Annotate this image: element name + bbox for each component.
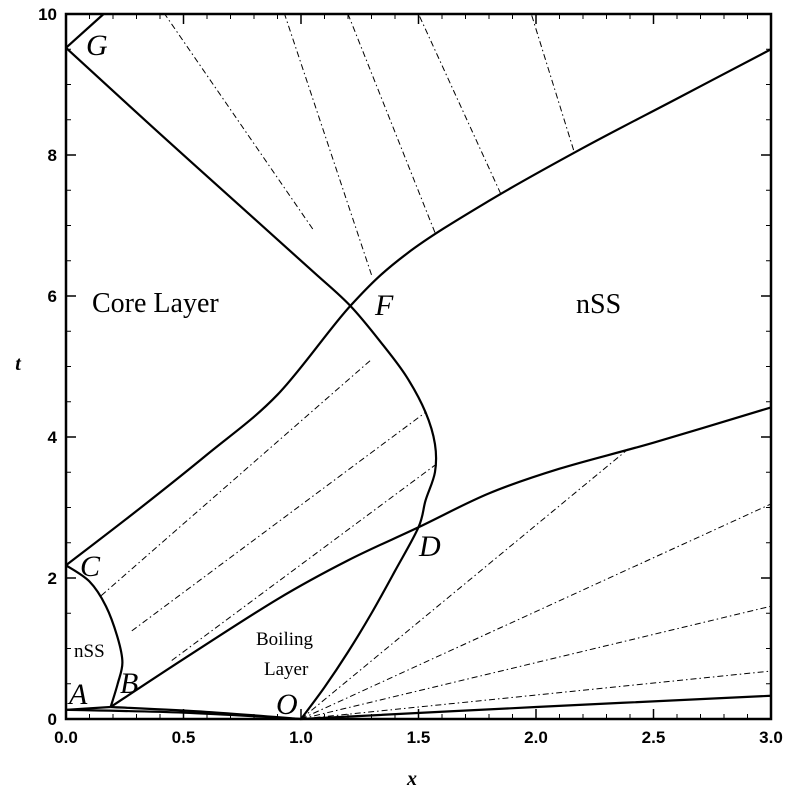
x-axis-label: x [406,768,417,790]
curve-G-top [65,13,105,49]
x-tick-label: 2.0 [524,728,548,747]
axis-ticks: 0.0 0.5 1.0 1.5 2.0 2.5 3.0 0 2 4 6 8 10 [38,5,783,747]
dashdot-line-0 [164,13,314,230]
dashdot-line-9 [300,503,772,720]
curve-C-F-upper [65,48,772,567]
region-label-boiling: Boiling [256,629,314,650]
dashdot-line-11 [300,670,772,720]
point-label-b: B [120,667,138,700]
curve-B-O [110,705,302,721]
point-label-d: D [418,530,441,563]
curve-G-F-D-O [65,47,438,720]
y-tick-label: 2 [48,569,57,588]
dashdot-line-5 [100,359,372,597]
x-tick-label: 0.5 [172,728,196,747]
point-label-c: C [80,550,101,583]
y-tick-label: 0 [48,710,57,729]
dashdot-line-3 [418,13,502,194]
y-tick-label: 6 [48,287,57,306]
region-label-core-layer: Core Layer [92,288,219,319]
point-label-f: F [374,289,394,322]
x-tick-label: 1.0 [289,728,313,747]
dashdot-line-7 [171,464,436,661]
y-tick-label: 4 [48,428,58,447]
y-axis-label: t [15,353,22,375]
y-tick-label: 8 [48,146,57,165]
dashdot-line-8 [300,447,631,720]
dashdot-line-10 [300,605,772,720]
dashdot-line-1 [284,13,372,276]
region-label-layer: Layer [264,659,309,680]
plot-frame [64,12,773,721]
region-label-nss-lower: nSS [74,641,105,662]
point-label-a: A [67,678,88,711]
solid-curves [65,13,772,721]
x-tick-label: 1.5 [407,728,431,747]
x-tick-label: 0.0 [54,728,78,747]
curve-C-B [65,564,124,708]
curve-O-bottom [300,694,772,721]
dashdot-line-4 [530,13,575,151]
dashdot-lines [100,13,772,720]
point-label-o: O [276,688,298,721]
y-tick-label: 10 [38,5,57,24]
x-tick-label: 2.5 [642,728,666,747]
point-label-g: G [86,29,108,62]
x-tick-label: 3.0 [759,728,783,747]
dashdot-line-2 [347,13,436,233]
curve-B-D-upper [110,406,772,708]
region-label-nss-upper: nSS [576,289,621,320]
